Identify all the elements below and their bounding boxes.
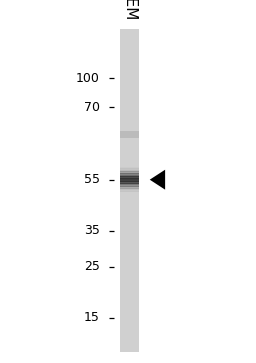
Text: 35: 35 [84, 224, 100, 237]
Bar [120, 189, 139, 191]
Bar [120, 176, 139, 177]
Bar [120, 190, 139, 191]
Bar [120, 181, 139, 182]
Text: 100: 100 [76, 72, 100, 85]
Bar [120, 183, 139, 184]
Bar [120, 170, 139, 171]
Bar [120, 171, 139, 172]
Bar [120, 171, 139, 172]
Bar [120, 175, 139, 176]
Polygon shape [150, 170, 165, 189]
Bar [120, 184, 139, 185]
Bar [120, 183, 139, 184]
Bar [120, 180, 139, 181]
Bar [120, 173, 139, 174]
Bar [120, 191, 139, 192]
Bar [120, 179, 139, 180]
Bar [120, 167, 139, 168]
Bar [120, 131, 139, 138]
Bar [120, 178, 139, 179]
Text: 70: 70 [84, 101, 100, 114]
Bar [120, 177, 139, 178]
Bar [120, 187, 139, 188]
Bar [120, 172, 139, 173]
Bar [120, 29, 139, 352]
Text: CEM: CEM [122, 0, 137, 20]
Bar [120, 184, 139, 185]
Bar [120, 191, 139, 192]
Text: 55: 55 [84, 173, 100, 186]
Bar [120, 173, 139, 174]
Bar [120, 168, 139, 169]
Bar [120, 182, 139, 183]
Bar [120, 186, 139, 187]
Bar [120, 169, 139, 170]
Bar [120, 178, 139, 179]
Bar [120, 188, 139, 189]
Text: 15: 15 [84, 311, 100, 324]
Bar [120, 176, 139, 177]
Text: 25: 25 [84, 260, 100, 273]
Bar [120, 189, 139, 190]
Bar [120, 174, 139, 175]
Bar [120, 185, 139, 186]
Bar [120, 170, 139, 171]
